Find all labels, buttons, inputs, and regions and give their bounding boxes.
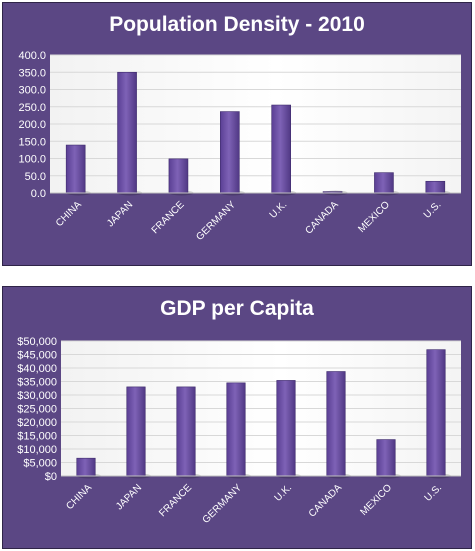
bar-canada [326, 371, 346, 477]
x-tick-label: GERMANY [201, 482, 245, 526]
x-tick-label: U.S. [422, 199, 444, 221]
x-tick-label: CHINA [54, 199, 84, 229]
bar-germany [220, 111, 240, 194]
bar-china [76, 457, 96, 477]
chart-title: GDP per Capita [160, 297, 314, 320]
bar-us [426, 349, 446, 477]
x-tick-label: CANADA [307, 482, 344, 519]
x-tick-label: MEXICO [356, 199, 392, 235]
x-tick-label: U.K. [268, 199, 290, 221]
bar-germany [226, 382, 246, 477]
y-tick-label: $40,000 [17, 363, 57, 375]
y-tick-label: $10,000 [17, 444, 57, 456]
x-tick-label: FRANCE [157, 482, 194, 519]
x-tick-label: CHINA [64, 482, 94, 512]
y-tick-label: 200.0 [18, 119, 46, 131]
x-tick-label: JAPAN [105, 199, 135, 229]
x-tick-label: U.K. [273, 482, 295, 504]
bar-us [425, 180, 446, 194]
y-tick-label: 50.0 [25, 171, 46, 183]
x-tick-label: MEXICO [358, 482, 394, 518]
y-tick-label: 350.0 [18, 67, 46, 79]
x-tick-label: U.S. [423, 482, 445, 504]
bar-japan [126, 386, 146, 477]
y-tick-label: $30,000 [17, 390, 57, 402]
x-tick-label: GERMANY [194, 199, 238, 243]
bar-japan [117, 71, 137, 194]
y-tick-label: $5,000 [23, 458, 57, 470]
x-tick-label: JAPAN [114, 482, 144, 512]
y-tick-label: $45,000 [17, 350, 57, 362]
bar-uk [271, 104, 291, 194]
y-tick-label: 300.0 [18, 85, 46, 97]
y-tick-label: $20,000 [17, 417, 57, 429]
y-tick-label: 100.0 [18, 154, 46, 166]
gdp-per-capita-chart: GDP per Capita $0 $5,000 $10,000 $15,000 $20… [2, 286, 472, 549]
y-tick-label: 150.0 [18, 136, 46, 148]
bar-china [65, 144, 86, 194]
gdp-per-capita-plot: $0$5,000 $10,000$15,000 $20,000$25,000 $30,… [17, 336, 461, 526]
bar-uk [276, 380, 296, 477]
y-tick-label: 0.0 [31, 188, 46, 200]
y-tick-label: $35,000 [17, 377, 57, 389]
population-density-plot: 0.0 50.0 100.0 150.0 200.0 250.0 300.0 350.0 400… [18, 50, 461, 243]
y-tick-label: $50,000 [17, 336, 57, 348]
chart-title: Population Density - 2010 [109, 13, 365, 36]
bar-france [168, 158, 189, 194]
y-tick-label: $15,000 [17, 431, 57, 443]
y-tick-label: $25,000 [17, 404, 57, 416]
y-tick-label: 250.0 [18, 102, 46, 114]
bar-france [176, 386, 196, 477]
bar-mexico [376, 439, 396, 477]
y-tick-label: 400.0 [18, 50, 46, 62]
x-tick-label: FRANCE [150, 199, 187, 236]
bar-mexico [374, 172, 394, 194]
y-tick-label: $0 [45, 471, 57, 483]
population-density-chart: Population Density - 2010 0.0 50.0 100.0 15… [2, 2, 472, 266]
x-tick-label: CANADA [303, 199, 340, 236]
